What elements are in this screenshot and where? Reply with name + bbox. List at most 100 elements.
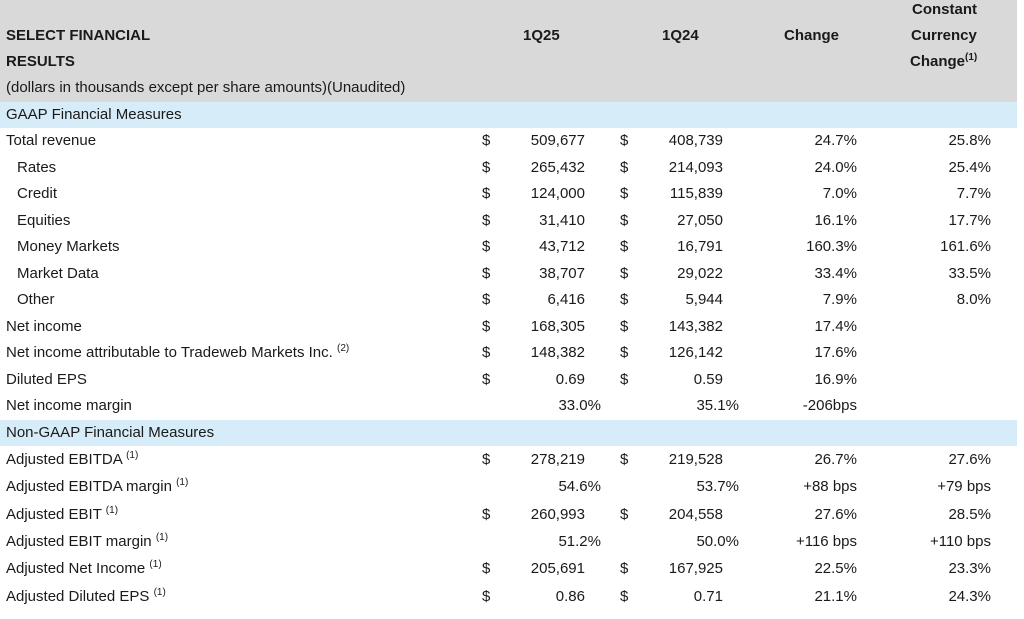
- table-row: Net income attributable to Tradeweb Mark…: [0, 340, 1017, 367]
- value-1q25: 0.69: [555, 370, 585, 388]
- row-label: Adjusted EBIT (1): [6, 505, 118, 525]
- currency-symbol: $: [482, 344, 491, 361]
- value-1q24: 204,558: [668, 505, 723, 523]
- row-label: Diluted EPS: [6, 370, 87, 390]
- table-row: Adjusted EBITDA (1) $278,219 $219,528 26.7%…: [0, 447, 1017, 474]
- table-row: Adjusted Diluted EPS (1) $0.86 $0.71 21.1% 2…: [0, 584, 1017, 611]
- currency-symbol: $: [482, 132, 491, 149]
- value-constant-currency-change: 161.6%: [940, 238, 991, 255]
- value-1q24: 29,022: [677, 264, 723, 282]
- currency-symbol: $: [482, 370, 491, 388]
- value-change: -206bps: [802, 397, 857, 414]
- table-header: SELECT FINANCIAL RESULTS (dollars in tho…: [0, 0, 1017, 102]
- value-1q25: 148,382: [530, 344, 585, 361]
- footnote-marker: (1): [965, 52, 978, 63]
- value-constant-currency-change: 28.5%: [948, 505, 991, 523]
- currency-symbol: $: [620, 211, 629, 229]
- value-change: 7.0%: [822, 185, 857, 202]
- table-title-line1: SELECT FINANCIAL: [6, 27, 151, 44]
- value-1q24: 53.7%: [696, 478, 739, 496]
- value-1q24: 167,925: [668, 560, 723, 578]
- row-label: Other: [17, 290, 55, 310]
- footnote-marker: (1): [176, 477, 189, 489]
- value-constant-currency-change: 25.8%: [948, 132, 991, 149]
- value-1q25: 0.86: [555, 587, 585, 605]
- value-constant-currency-change: 24.3%: [948, 587, 991, 605]
- value-1q24: 16,791: [677, 238, 723, 255]
- currency-symbol: $: [620, 291, 629, 308]
- value-constant-currency-change: 25.4%: [948, 158, 991, 176]
- value-change: 21.1%: [814, 587, 857, 605]
- row-label-text: Net income attributable to Tradeweb Mark…: [6, 344, 333, 361]
- value-change: 33.4%: [814, 264, 857, 282]
- value-1q25: 54.6%: [558, 478, 601, 496]
- currency-symbol: $: [482, 264, 491, 282]
- value-1q24: 126,142: [668, 344, 723, 361]
- table-row: Credit $124,000 $115,839 7.0% 7.7%: [0, 181, 1017, 208]
- value-1q24: 219,528: [668, 451, 723, 468]
- currency-symbol: $: [620, 264, 629, 282]
- value-1q25: 38,707: [539, 264, 585, 282]
- footnote-marker: (1): [105, 504, 119, 516]
- row-label: Market Data: [17, 264, 99, 284]
- value-change: +88 bps: [803, 478, 857, 496]
- value-change: 16.1%: [814, 211, 857, 229]
- table-row: Net income $168,305 $143,382 17.4%: [0, 314, 1017, 341]
- row-label-text: Credit: [17, 185, 58, 202]
- row-label-text: Rates: [17, 158, 57, 176]
- column-header-cc-line1: Constant: [912, 1, 977, 18]
- value-1q25: 260,993: [530, 505, 585, 523]
- row-label-text: Adjusted EBIT: [6, 505, 102, 523]
- section-header-gaap: GAAP Financial Measures: [0, 102, 1017, 128]
- value-1q24: 214,093: [668, 158, 723, 176]
- table-row: Money Markets $43,712 $16,791 160.3% 161.6%: [0, 234, 1017, 261]
- value-change: 7.9%: [822, 291, 857, 308]
- row-label: Equities: [17, 211, 70, 231]
- currency-symbol: $: [620, 344, 629, 361]
- table-row: Adjusted EBIT margin (1) 51.2% 50.0% +116 b…: [0, 529, 1017, 556]
- footnote-marker: (1): [155, 531, 169, 543]
- value-1q25: 33.0%: [558, 397, 601, 414]
- row-label-text: Other: [17, 291, 55, 308]
- row-label: Adjusted Net Income (1): [6, 559, 162, 579]
- value-1q24: 0.59: [693, 370, 723, 388]
- value-change: 22.5%: [814, 560, 857, 578]
- value-constant-currency-change: 8.0%: [956, 291, 991, 308]
- value-1q24: 50.0%: [696, 532, 739, 550]
- row-label: Money Markets: [17, 237, 120, 257]
- value-change: 160.3%: [806, 238, 857, 255]
- row-label: Adjusted EBITDA (1): [6, 450, 138, 470]
- currency-symbol: $: [620, 451, 629, 468]
- footnote-marker: (1): [153, 586, 166, 598]
- currency-symbol: $: [482, 317, 491, 335]
- currency-symbol: $: [482, 291, 491, 308]
- row-label-text: Adjusted EBITDA: [6, 451, 122, 468]
- value-change: 27.6%: [814, 505, 857, 523]
- row-label-text: Adjusted Diluted EPS: [6, 587, 150, 605]
- row-label: Total revenue: [6, 131, 96, 151]
- row-label-text: Adjusted Net Income: [6, 560, 146, 578]
- value-1q25: 6,416: [547, 291, 585, 308]
- column-header-cc-line3: Change(1): [910, 52, 978, 71]
- row-label: Rates: [17, 158, 56, 178]
- currency-symbol: $: [482, 451, 491, 468]
- currency-symbol: $: [620, 505, 629, 523]
- value-1q25: 278,219: [530, 451, 585, 468]
- table-row: Market Data $38,707 $29,022 33.4% 33.5%: [0, 261, 1017, 288]
- row-label-text: Net income margin: [6, 397, 132, 414]
- table-subtitle: (dollars in thousands except per share a…: [6, 79, 406, 96]
- value-1q24: 5,944: [685, 291, 723, 308]
- value-constant-currency-change: +79 bps: [937, 478, 991, 496]
- column-header-change: Change: [784, 27, 840, 44]
- column-header-1q25: 1Q25: [523, 27, 560, 44]
- currency-symbol: $: [482, 587, 491, 605]
- value-change: 17.4%: [814, 317, 857, 335]
- value-1q25: 509,677: [530, 132, 585, 149]
- table-row: Net income margin 33.0% 35.1% -206bps: [0, 393, 1017, 420]
- currency-symbol: $: [620, 317, 629, 335]
- currency-symbol: $: [482, 238, 491, 255]
- value-1q24: 408,739: [668, 132, 723, 149]
- value-change: 16.9%: [814, 370, 857, 388]
- section-header-non-gaap: Non-GAAP Financial Measures: [0, 420, 1017, 446]
- row-label: Credit: [17, 184, 57, 204]
